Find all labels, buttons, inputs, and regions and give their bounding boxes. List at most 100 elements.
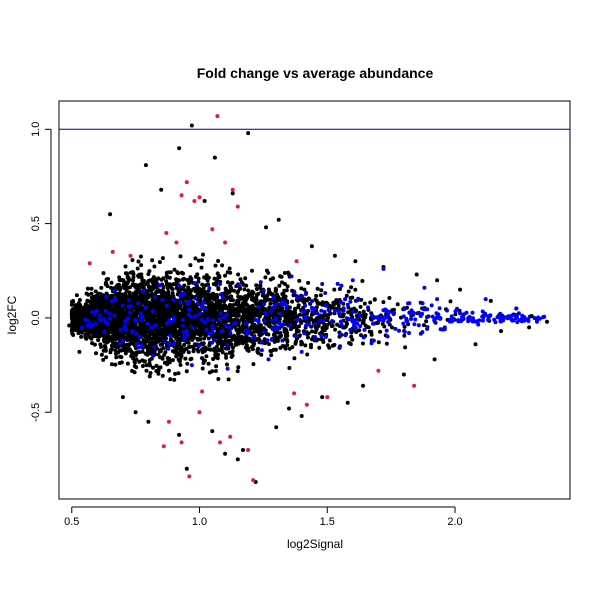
cloud-point [186,320,191,325]
outlier-point [276,217,281,222]
cloud-point [125,361,130,366]
cloud-point-highlighted [410,310,415,315]
cloud-point-highlighted [312,322,317,326]
cloud-point-highlighted [193,314,198,319]
cloud-point [282,326,287,331]
cloud-point-highlighted [210,324,215,329]
cloud-point [121,346,126,351]
cloud-point [99,302,104,307]
cloud-point-highlighted [217,317,222,322]
cloud-point [145,282,150,287]
cloud-point [392,307,396,312]
cloud-point-highlighted [335,281,340,286]
cloud-point [213,355,218,360]
cloud-point [254,283,259,288]
cloud-point [321,340,326,344]
cloud-point [139,263,144,268]
cloud-point-highlighted [202,320,207,325]
cloud-point [191,344,196,349]
significant-point [179,440,184,445]
cloud-point [152,264,157,269]
cloud-point [229,311,234,316]
cloud-point [118,336,123,341]
cloud-point [369,330,374,334]
cloud-point [239,303,244,308]
cloud-point-highlighted [409,317,413,321]
cloud-point [216,287,221,292]
cloud-point [145,294,150,299]
cloud-point [277,316,282,321]
cloud-point [307,296,312,301]
cloud-point [170,358,175,363]
cloud-point [207,320,212,325]
cloud-point [191,349,196,354]
cloud-point-highlighted [460,316,465,320]
cloud-point-highlighted [107,312,112,316]
cloud-point [112,302,117,307]
cloud-point-highlighted [310,299,314,304]
cloud-point-highlighted [401,314,406,319]
cloud-point [229,286,233,290]
cloud-point [243,298,248,303]
cloud-point-highlighted [324,334,328,339]
cloud-point [147,330,152,335]
cloud-point-highlighted [280,338,285,343]
cloud-point [113,332,118,337]
cloud-point-highlighted [526,319,531,323]
outlier-point [241,448,245,452]
cloud-point-highlighted [522,318,527,323]
cloud-point-highlighted [348,327,353,332]
y-axis-label: log2FC [5,295,19,334]
cloud-point [267,290,272,295]
cloud-point [117,323,122,328]
cloud-point [214,344,219,349]
cloud-point-highlighted [139,343,144,348]
cloud-point-highlighted [277,321,282,326]
cloud-point [280,308,284,313]
cloud-point [298,297,303,302]
cloud-point-highlighted [98,313,103,318]
cloud-point-highlighted [85,318,90,323]
cloud-point [109,280,114,285]
cloud-point [403,345,408,350]
cloud-point-highlighted [136,301,141,306]
cloud-point [214,312,219,317]
cloud-point [228,350,233,355]
cloud-point [390,325,394,330]
highlighted-point [189,363,194,368]
cloud-point [134,350,139,355]
cloud-point [276,295,281,299]
cloud-point [257,285,262,290]
cloud-point-highlighted [256,320,261,324]
highlighted-point [381,266,386,271]
cloud-point-highlighted [281,322,286,327]
cloud-point [180,313,185,317]
cloud-point [343,324,348,329]
cloud-point [88,304,92,309]
cloud-point [188,344,193,349]
cloud-point-highlighted [385,334,390,339]
highlighted-point [371,338,376,343]
cloud-point [195,347,200,352]
cloud-point [96,338,101,343]
cloud-point [110,344,115,349]
cloud-point [168,377,173,382]
cloud-point [129,354,134,359]
cloud-point [122,310,127,315]
cloud-point [242,287,247,292]
cloud-point [188,292,192,297]
cloud-point [303,343,308,348]
cloud-point-highlighted [480,314,485,319]
cloud-point [168,302,172,306]
cloud-point-highlighted [190,326,195,330]
cloud-point [157,349,162,353]
cloud-point [106,299,111,304]
cloud-point [136,273,141,278]
cloud-point-highlighted [475,319,480,323]
cloud-point [239,334,244,339]
cloud-point [291,312,296,317]
cloud-point [184,369,189,374]
cloud-point [210,369,215,374]
cloud-point [99,344,103,349]
cloud-point-highlighted [420,301,425,306]
